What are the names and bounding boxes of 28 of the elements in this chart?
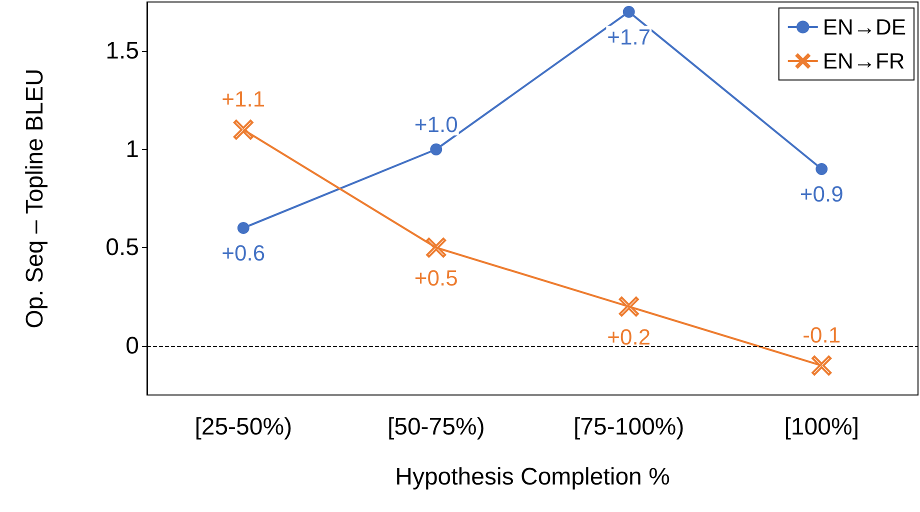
point: [233, 120, 254, 140]
point: [812, 356, 832, 376]
data-label: -0.1: [802, 322, 841, 348]
data-label: +0.5: [414, 266, 458, 291]
legend-label: EN→DE: [822, 14, 906, 40]
y-tick-label: 0.5: [106, 234, 139, 262]
x-tick-label: [75-100%): [574, 414, 684, 440]
point: [430, 143, 442, 156]
data-label: +1.1: [222, 86, 266, 112]
x-tick-label: [25-50%): [194, 414, 292, 440]
data-label: +0.9: [800, 182, 844, 207]
legend-label: EN→FR: [822, 48, 905, 74]
data-label: +0.6: [222, 240, 266, 266]
data-label: +1.7: [607, 24, 651, 50]
y-tick-label: 1: [126, 136, 139, 163]
point: [618, 296, 639, 317]
x-tick-label: [50-75%): [387, 414, 485, 440]
x-axis-title: Hypothesis Completion %: [395, 464, 670, 490]
point: [426, 238, 446, 258]
y-axis-title: Op. Seq – Topline BLEU: [22, 68, 48, 328]
data-label: +1.0: [414, 112, 458, 137]
y-tick-label: 1.5: [106, 38, 139, 65]
point: [237, 222, 250, 234]
y-tick-label: 0: [126, 332, 139, 360]
point: [622, 6, 635, 18]
x-tick-label: [100%]: [784, 414, 859, 440]
point: [816, 163, 828, 176]
data-label: +0.2: [607, 324, 651, 350]
